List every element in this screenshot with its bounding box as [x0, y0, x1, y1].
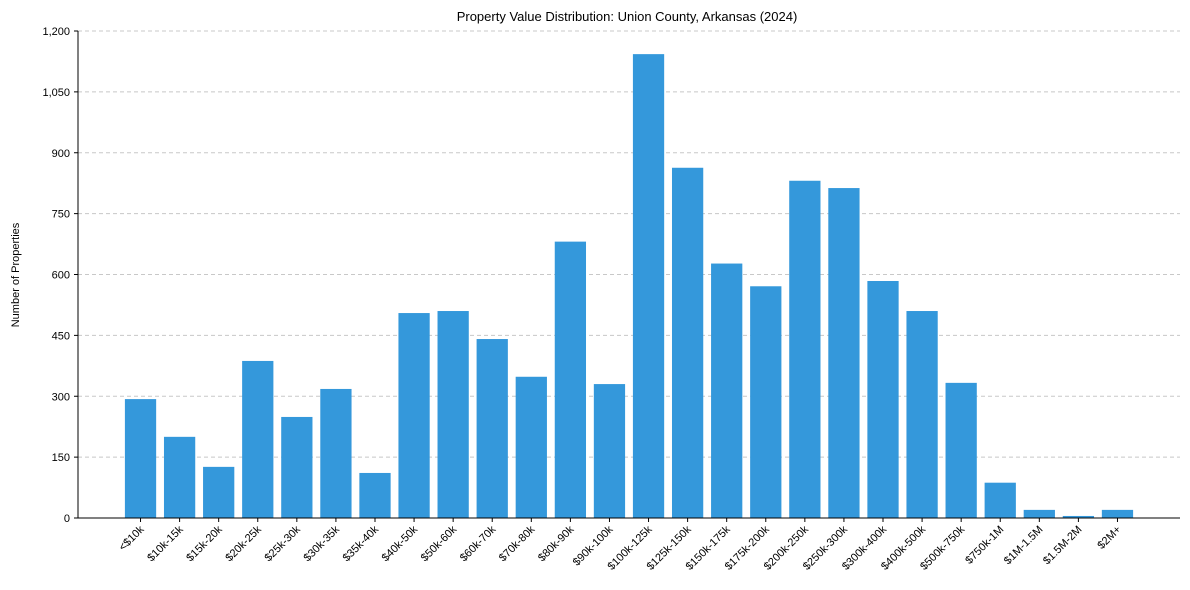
bar — [359, 472, 391, 518]
y-tick-label: 750 — [52, 209, 70, 221]
x-tick-label: $15k-20k — [184, 523, 225, 564]
y-tick-label: 300 — [52, 391, 70, 403]
bar — [437, 311, 469, 518]
bar — [515, 376, 547, 518]
x-tick-label: $35k-40k — [341, 523, 382, 564]
bar — [906, 311, 938, 518]
bar — [242, 360, 274, 518]
y-tick-label: 450 — [52, 330, 70, 342]
bar — [711, 263, 743, 518]
bar — [124, 399, 157, 518]
x-tick-label: $1.5M-2M — [1041, 524, 1085, 568]
bar — [398, 313, 430, 518]
bar — [203, 466, 235, 518]
y-tick-label: 600 — [52, 270, 70, 282]
bar — [554, 241, 587, 518]
bar — [281, 416, 313, 518]
x-tick-label: $1M-1.5M — [1002, 524, 1046, 568]
x-tick-label: $20k-25k — [223, 523, 264, 564]
bar — [593, 384, 626, 518]
x-tick-label: $2M+ — [1095, 524, 1123, 552]
y-tick-label: 900 — [52, 148, 70, 160]
bar — [867, 280, 899, 518]
bar — [945, 382, 977, 518]
y-tick-label: 0 — [64, 513, 70, 525]
x-tick-label: $50k-60k — [419, 523, 460, 564]
x-tick-label: $70k-80k — [497, 523, 538, 564]
y-axis-label: Number of Properties — [10, 222, 22, 327]
x-tick-label: $40k-50k — [380, 523, 421, 564]
bar — [320, 388, 352, 518]
bar — [1062, 515, 1095, 518]
x-tick-label: $25k-30k — [262, 523, 303, 564]
bars — [124, 54, 1134, 518]
x-tick-label: $750k-1M — [963, 524, 1006, 567]
y-tick-label: 1,200 — [42, 26, 70, 38]
x-tick-label: $60k-70k — [458, 523, 499, 564]
chart-title: Property Value Distribution: Union Count… — [457, 9, 798, 24]
bar — [1023, 509, 1055, 518]
y-tick-label: 150 — [52, 452, 70, 464]
bar — [671, 167, 704, 518]
bar — [789, 180, 821, 518]
x-tick-label: $80k-90k — [536, 523, 577, 564]
bar — [476, 339, 508, 518]
x-tick-label: $10k-15k — [145, 523, 186, 564]
y-axis: 0 150 300 450 600 750 900 1,050 1,200 — [42, 26, 79, 525]
bar — [1101, 509, 1134, 518]
x-axis: <$10k$10k-15k$15k-20k$20k-25k$25k-30k$30… — [78, 517, 1180, 573]
bar — [632, 54, 665, 518]
y-tick-label: 1,050 — [42, 87, 70, 99]
bar — [984, 482, 1016, 518]
bar — [750, 286, 782, 518]
bar — [163, 436, 196, 518]
bar — [828, 188, 860, 518]
x-tick-label: $30k-35k — [302, 523, 343, 564]
x-tick-label: <$10k — [117, 523, 147, 553]
